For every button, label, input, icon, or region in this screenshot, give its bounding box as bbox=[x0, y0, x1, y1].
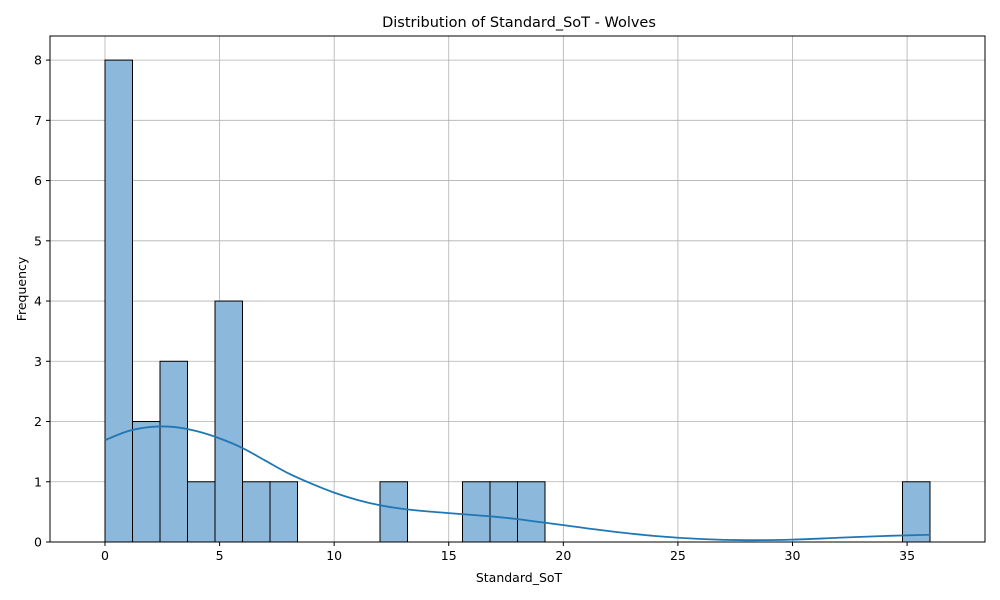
histogram-bar bbox=[159, 360, 188, 543]
y-tick-label: 7 bbox=[34, 113, 42, 128]
x-tick-label: 30 bbox=[785, 548, 801, 563]
y-tick-label: 6 bbox=[34, 173, 42, 188]
histogram-bar bbox=[517, 481, 546, 543]
y-tick-label: 0 bbox=[34, 535, 42, 550]
histogram-bar bbox=[132, 421, 161, 543]
histogram-bar bbox=[489, 481, 518, 543]
x-tick-label: 0 bbox=[101, 548, 109, 563]
histogram-bar bbox=[242, 481, 271, 543]
histogram-bar bbox=[104, 59, 133, 543]
x-tick-label: 25 bbox=[670, 548, 686, 563]
histogram-bar bbox=[379, 481, 408, 543]
x-tick-label: 15 bbox=[441, 548, 457, 563]
y-tick-label: 8 bbox=[34, 53, 42, 68]
histogram-bar bbox=[902, 481, 931, 543]
y-axis-ticks: 0 1 2 3 4 5 6 7 8 bbox=[34, 53, 50, 550]
x-axis-label: Standard_SoT bbox=[476, 570, 563, 585]
chart-title: Distribution of Standard_SoT - Wolves bbox=[382, 15, 656, 31]
x-tick-label: 35 bbox=[899, 548, 915, 563]
x-tick-label: 5 bbox=[216, 548, 224, 563]
kde-curve bbox=[104, 425, 931, 542]
histogram-bar bbox=[187, 481, 216, 543]
histogram-bars bbox=[104, 59, 931, 543]
y-tick-label: 3 bbox=[34, 354, 42, 369]
y-tick-label: 1 bbox=[34, 474, 42, 489]
plot-frame bbox=[49, 35, 986, 543]
histogram-bar bbox=[214, 300, 243, 543]
y-tick-label: 5 bbox=[34, 233, 42, 248]
x-tick-label: 20 bbox=[555, 548, 571, 563]
x-axis-ticks: 0 5 10 15 20 25 30 35 bbox=[101, 542, 915, 563]
x-tick-label: 10 bbox=[326, 548, 342, 563]
grid-lines bbox=[50, 36, 985, 543]
y-tick-label: 2 bbox=[34, 414, 42, 429]
histogram-bar bbox=[462, 481, 491, 543]
y-tick-label: 4 bbox=[34, 294, 42, 309]
y-axis-label: Frequency bbox=[14, 256, 29, 321]
histogram-bar bbox=[269, 481, 298, 543]
